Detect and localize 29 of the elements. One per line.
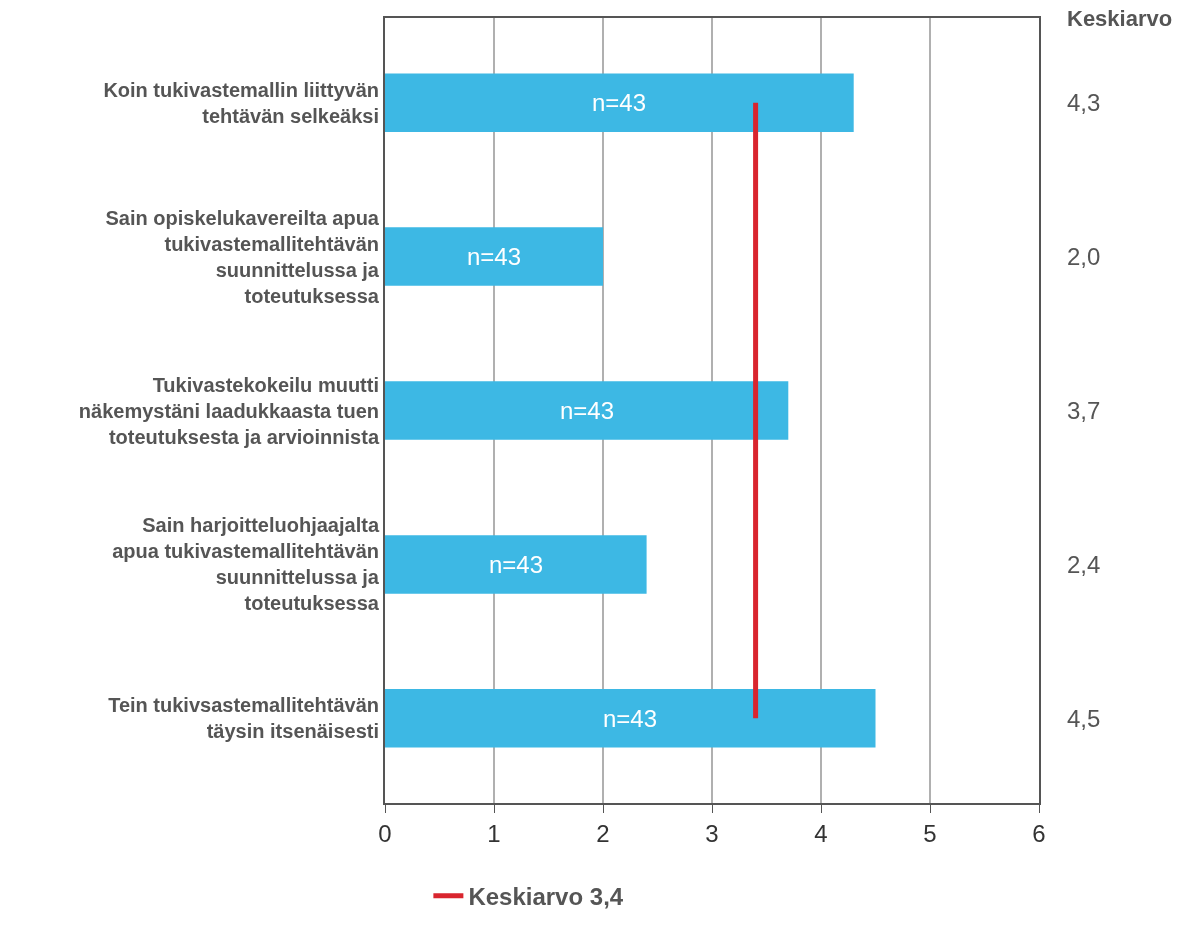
y-tick-label: Tein tukivsastemallitehtävän täysin itsenäisesti (108, 694, 379, 743)
y-tick-label: Sain opiskelukavereilta apua tukivastemallitehtävän suunnittelussa ja toteutuksessa (105, 206, 380, 307)
y-tick-label: Tukivastekokeilu muutti näkemystäni laadukkaasta tuen toteutuksesta ja arvioinnista (78, 373, 380, 448)
x-tick-label: 1 (487, 819, 501, 847)
bar (385, 73, 854, 132)
annotation: n=43 (467, 243, 522, 270)
x-tick-label: 0 (378, 819, 392, 847)
bar (385, 535, 647, 594)
bar (385, 689, 876, 748)
bar (385, 227, 603, 286)
x-tick-label: 2 (596, 819, 610, 847)
x-tick-label: 4 (814, 819, 828, 847)
data-label: 2,4 (1067, 551, 1101, 578)
annotation: n=43 (489, 551, 544, 578)
text: Keskiarvo (1067, 6, 1173, 31)
annotation: n=43 (560, 397, 615, 424)
bar (385, 381, 789, 440)
annotation: n=43 (592, 89, 647, 116)
x-tick-label: 6 (1032, 819, 1046, 847)
data-label: 2,0 (1067, 243, 1101, 270)
x-tick-label: 3 (705, 819, 719, 847)
x-tick-label: 5 (923, 819, 937, 847)
y-tick-label: Koin tukivastemallin liittyvän tehtävän selkeäksi (103, 78, 379, 127)
annotation: n=43 (603, 705, 658, 732)
y-tick-label: Sain harjoitteluohjaajalta apua tukivastemallitehtävän suunnittelussa ja toteutuksessa (112, 514, 380, 615)
data-label: 3,7 (1067, 397, 1101, 424)
data-label: 4,5 (1067, 705, 1101, 732)
legend-label: Keskiarvo 3,4 (468, 883, 624, 911)
data-label: 4,3 (1067, 89, 1101, 116)
